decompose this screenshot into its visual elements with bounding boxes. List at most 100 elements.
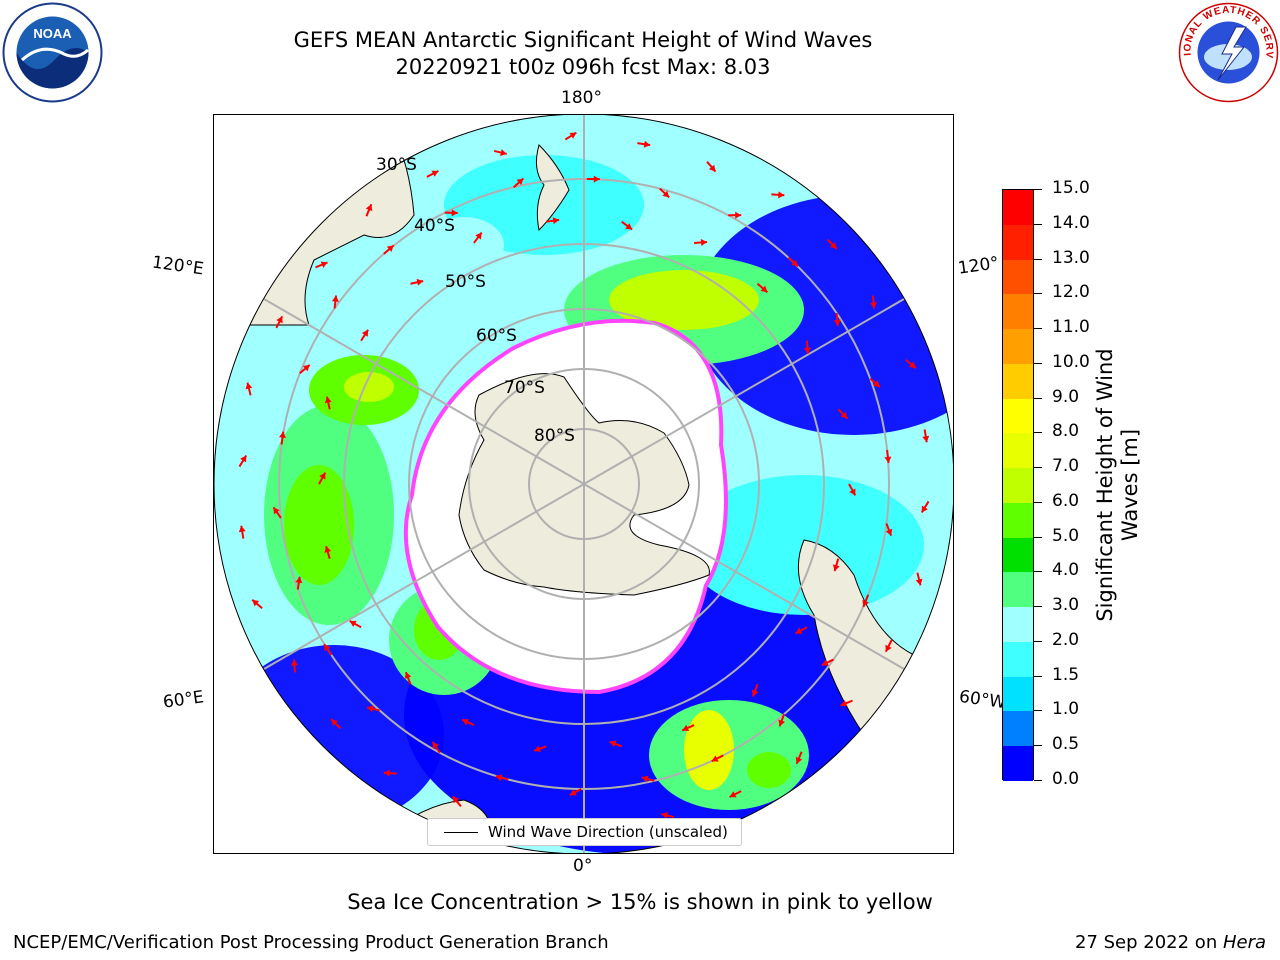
wind-arrow-head bbox=[324, 546, 332, 553]
map-legend: Wind Wave Direction (unscaled) bbox=[427, 818, 742, 846]
colorbar-tick-label: 0.0 bbox=[1052, 769, 1080, 789]
colorbar-tick-label: 11.0 bbox=[1052, 317, 1090, 338]
colorbar-segment bbox=[1003, 329, 1033, 364]
new-zealand bbox=[535, 144, 570, 232]
lat-label-60s: 60°S bbox=[476, 326, 517, 346]
colorbar-tick bbox=[1034, 397, 1042, 399]
colorbar-segment bbox=[1003, 641, 1033, 677]
wind-arrow-head bbox=[349, 620, 357, 627]
lon-label-60w: 60°W bbox=[957, 686, 1008, 714]
wind-arrow-head bbox=[324, 396, 332, 404]
colorbar-title-line1: Significant Height of Wind bbox=[1093, 348, 1117, 622]
footer-host: Hera bbox=[1222, 932, 1266, 953]
wind-arrow-head bbox=[319, 472, 326, 480]
wind-arrow-head bbox=[862, 600, 869, 607]
lon-label-120e: 120°E bbox=[150, 252, 205, 280]
wind-wave-arrows bbox=[238, 131, 930, 837]
colorbar-tick bbox=[1034, 640, 1042, 642]
polar-map: 30°S 40°S 50°S 60°S 70°S 80°S bbox=[214, 115, 953, 853]
colorbar-tick-label: 12.0 bbox=[1052, 282, 1090, 303]
colorbar-tick bbox=[1034, 293, 1042, 295]
colorbar-tick bbox=[1034, 745, 1042, 747]
wind-arrow-head bbox=[365, 204, 373, 212]
wind-arrow-head bbox=[830, 242, 837, 249]
wind-arrow-head bbox=[803, 347, 811, 354]
wind-arrow-head bbox=[569, 789, 577, 796]
wind-arrow-head bbox=[432, 741, 439, 749]
colorbar-segment bbox=[1003, 363, 1033, 399]
wind-arrow-head bbox=[708, 164, 716, 172]
wind-arrow-head bbox=[711, 755, 719, 762]
wind-arrow-head bbox=[252, 599, 260, 607]
wind-arrow-head bbox=[320, 261, 328, 268]
colorbar-tick bbox=[1034, 675, 1042, 677]
colorbar-tick bbox=[1034, 328, 1042, 330]
wind-arrow-head bbox=[367, 705, 374, 713]
wind-arrow-head bbox=[331, 719, 338, 726]
lat-label-40s: 40°S bbox=[414, 216, 455, 236]
colorbar-tick-label: 14.0 bbox=[1052, 212, 1090, 233]
colorbar-segment bbox=[1003, 259, 1033, 295]
lon-label-180: 180° bbox=[561, 88, 602, 108]
wind-arrow-head bbox=[885, 528, 893, 536]
lon-label-120w: 120° bbox=[956, 253, 1001, 279]
wind-arrow-head bbox=[273, 507, 280, 515]
colorbar-tick bbox=[1034, 710, 1042, 712]
colorbar-tick bbox=[1034, 362, 1042, 364]
colorbar-tick bbox=[1034, 223, 1042, 225]
lon-label-0: 0° bbox=[573, 856, 593, 876]
colorbar-tick-label: 1.0 bbox=[1052, 699, 1080, 720]
colorbar-tick bbox=[1034, 189, 1042, 190]
wind-arrow-head bbox=[778, 191, 785, 199]
wind-arrow-head bbox=[795, 627, 803, 634]
colorbar-tick-label: 10.0 bbox=[1052, 351, 1090, 372]
footer-date: 27 Sep 2022 on Hera bbox=[1075, 932, 1266, 953]
colorbar-segment bbox=[1003, 398, 1033, 434]
wind-arrow-head bbox=[915, 578, 923, 586]
colorbar-tick-label: 3.0 bbox=[1052, 595, 1080, 616]
colorbar-segment bbox=[1003, 537, 1033, 573]
chart-title: GEFS MEAN Antarctic Significant Height o… bbox=[293, 28, 873, 52]
colorbar-segment bbox=[1003, 676, 1033, 712]
wind-arrow-head bbox=[324, 644, 331, 652]
colorbar-tick-label: 2.0 bbox=[1052, 629, 1080, 650]
legend-label: Wind Wave Direction (unscaled) bbox=[488, 823, 728, 841]
colorbar-tick bbox=[1034, 501, 1042, 503]
colorbar-segment bbox=[1003, 294, 1033, 329]
colorbar bbox=[1002, 189, 1034, 781]
colorbar-segment bbox=[1003, 468, 1033, 503]
lat-label-30s: 30°S bbox=[376, 155, 417, 175]
colorbar-segment bbox=[1003, 746, 1033, 781]
wind-arrow-head bbox=[462, 718, 470, 726]
colorbar-tick-label: 5.0 bbox=[1052, 525, 1080, 546]
wave-height-field bbox=[214, 115, 953, 853]
colorbar-tick-label: 15.0 bbox=[1052, 178, 1090, 198]
wind-arrow-head bbox=[302, 364, 310, 372]
colorbar-tick-label: 7.0 bbox=[1052, 456, 1080, 477]
wind-arrow-head bbox=[361, 329, 369, 337]
wind-arrow-head bbox=[451, 209, 458, 217]
wind-arrow-head bbox=[534, 745, 541, 753]
wind-arrow-head bbox=[682, 724, 690, 732]
colorbar-tick bbox=[1034, 258, 1042, 260]
wind-arrow-head bbox=[245, 382, 253, 390]
wind-arrow-head bbox=[641, 775, 649, 783]
chart-subtitle: 20220921 t00z 096h fcst Max: 8.03 bbox=[395, 55, 771, 79]
colorbar-segment bbox=[1003, 607, 1033, 642]
wind-arrow-head bbox=[870, 302, 878, 309]
colorbar-tick-label: 6.0 bbox=[1052, 490, 1080, 511]
colorbar-segment bbox=[1003, 572, 1033, 607]
wind-arrow-head bbox=[331, 295, 339, 302]
colorbar-tick-label: 9.0 bbox=[1052, 386, 1080, 407]
wind-arrow-head bbox=[662, 190, 670, 198]
colorbar-segment bbox=[1003, 711, 1033, 746]
lat-label-50s: 50°S bbox=[445, 272, 486, 292]
lat-label-70s: 70°S bbox=[504, 378, 545, 398]
wind-arrow-head bbox=[404, 672, 412, 679]
wind-arrow-head bbox=[495, 774, 503, 782]
wind-arrow-head bbox=[383, 769, 390, 777]
wind-arrow-head bbox=[885, 644, 892, 652]
wind-arrow-head bbox=[661, 812, 668, 819]
colorbar-title-line2: Waves [m] bbox=[1118, 428, 1142, 542]
wind-arrow-head bbox=[922, 435, 930, 443]
